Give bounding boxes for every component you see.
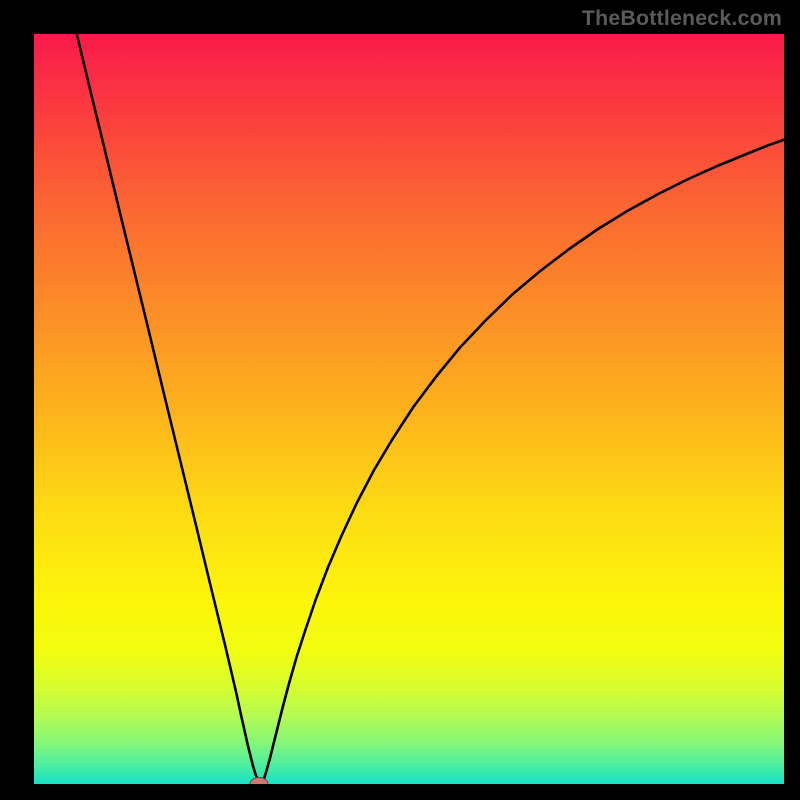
chart-frame: TheBottleneck.com bbox=[0, 0, 800, 800]
plot-background bbox=[34, 34, 784, 784]
minimum-marker bbox=[250, 778, 268, 791]
bottleneck-chart bbox=[0, 0, 800, 800]
